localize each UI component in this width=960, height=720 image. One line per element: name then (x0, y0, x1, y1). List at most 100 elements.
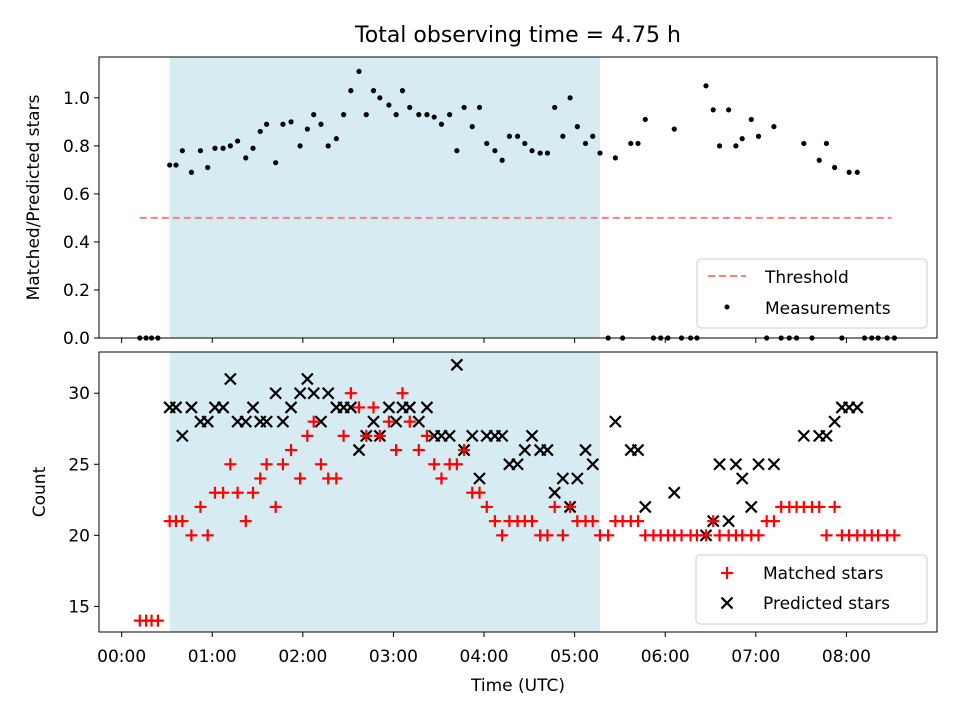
matched-star-point (360, 429, 373, 442)
measurement-point (733, 143, 739, 149)
bottom-x-tick-label: 07:00 (731, 647, 780, 667)
predicted-star-point (631, 443, 645, 457)
matched-star-point (224, 458, 237, 471)
predicted-star-point (246, 401, 260, 414)
matched-star-point (239, 515, 252, 528)
measurement-point (552, 104, 558, 111)
top-y-tick-label: 0.8 (63, 137, 90, 157)
measurement-point (492, 148, 498, 154)
measurement-point (816, 157, 822, 163)
matched-star-point (260, 458, 273, 471)
measurement-point (671, 126, 677, 132)
measurement-point (416, 112, 422, 118)
measurement-point (197, 148, 204, 154)
measurement-point (257, 128, 263, 135)
measurement-point (522, 140, 528, 147)
bottom-y-tick-label: 30 (68, 384, 90, 404)
predicted-star-point (609, 415, 622, 428)
measurement-point (438, 121, 445, 127)
measurement-point (264, 121, 270, 127)
predicted-star-point (465, 429, 479, 443)
matched-star-point (276, 458, 289, 471)
matched-star-point (194, 500, 207, 513)
measurement-point (454, 148, 460, 154)
measurement-point (726, 107, 732, 113)
predicted-star-point (382, 401, 396, 414)
matched-star-point (752, 529, 765, 542)
matched-star-point (285, 444, 298, 457)
predicted-star-point (752, 458, 765, 471)
measurement-point (642, 116, 648, 123)
bottom-x-tick-label: 08:00 (822, 647, 871, 667)
measurement-point (447, 112, 453, 118)
bottom-y-tick-label: 20 (68, 526, 90, 546)
predicted-star-point (828, 415, 841, 428)
predicted-star-point (276, 415, 290, 428)
measurement-point (288, 119, 294, 125)
bottom-x-tick-label: 04:00 (460, 647, 509, 667)
measurement-point (348, 88, 354, 94)
predicted-star-point (293, 386, 307, 400)
matched-star-point (403, 415, 416, 428)
matched-star-point (450, 458, 463, 471)
predicted-star-point (260, 415, 273, 428)
bottom-legend-box (695, 554, 928, 625)
measurement-point (318, 121, 324, 127)
measurement-point (370, 88, 377, 94)
predicted-star-point (321, 386, 335, 400)
measurement-point (716, 143, 723, 149)
predicted-star-point (403, 401, 417, 414)
measurement-point (574, 124, 580, 130)
measurement-point (537, 150, 543, 156)
measurement-point (529, 148, 535, 154)
predicted-star-point (176, 429, 189, 443)
predicted-star-point (797, 429, 811, 443)
measurement-point (499, 157, 505, 163)
measurement-point (297, 143, 303, 149)
predicted-star-point (722, 514, 735, 528)
matched-star-point (344, 387, 357, 400)
predicted-star-point (314, 415, 328, 428)
matched-star-point (396, 387, 409, 400)
measurement-point (424, 112, 430, 118)
matched-star-point (330, 472, 343, 485)
matched-star-point (337, 429, 350, 442)
measurement-point (469, 124, 475, 130)
predicted-star-point (745, 500, 758, 514)
measurement-point (407, 104, 413, 111)
predicted-star-point (735, 472, 749, 485)
predicted-star-point (571, 472, 584, 485)
measurement-point (476, 104, 483, 111)
matched-star-point (301, 429, 314, 442)
predicted-star-point (525, 429, 539, 443)
predicted-star-point (586, 458, 600, 471)
measurement-point (710, 107, 716, 113)
matched-star-point (496, 529, 509, 542)
predicted-star-point (667, 486, 681, 499)
measurement-point (854, 169, 860, 175)
matched-star-point (586, 515, 599, 528)
measurement-point (333, 136, 339, 142)
measurement-point (755, 133, 762, 139)
matched-star-point (247, 486, 260, 499)
predicted-star-point (518, 443, 532, 457)
top-legend-box (696, 258, 928, 329)
measurement-point (280, 121, 286, 127)
threshold-legend-label: Threshold (764, 268, 849, 288)
matched-star-point (269, 500, 282, 513)
top-y-tick-label: 0.2 (63, 281, 90, 301)
measurement-point (748, 116, 754, 123)
measurement-point (703, 83, 709, 89)
matched-star-point (820, 529, 833, 542)
top-y-tick-label: 0.4 (63, 233, 90, 253)
measurement-point (325, 143, 331, 149)
matched-star-point (699, 529, 712, 542)
top-shaded-span (169, 57, 600, 338)
measurement-point (243, 155, 249, 161)
measurement-point (212, 145, 218, 151)
top-y-tick-label: 0.0 (63, 329, 90, 349)
measurement-point (235, 138, 241, 144)
matched-star-point (526, 515, 539, 528)
measurement-point (377, 95, 383, 101)
matched-legend-label: Matched stars (763, 564, 883, 584)
